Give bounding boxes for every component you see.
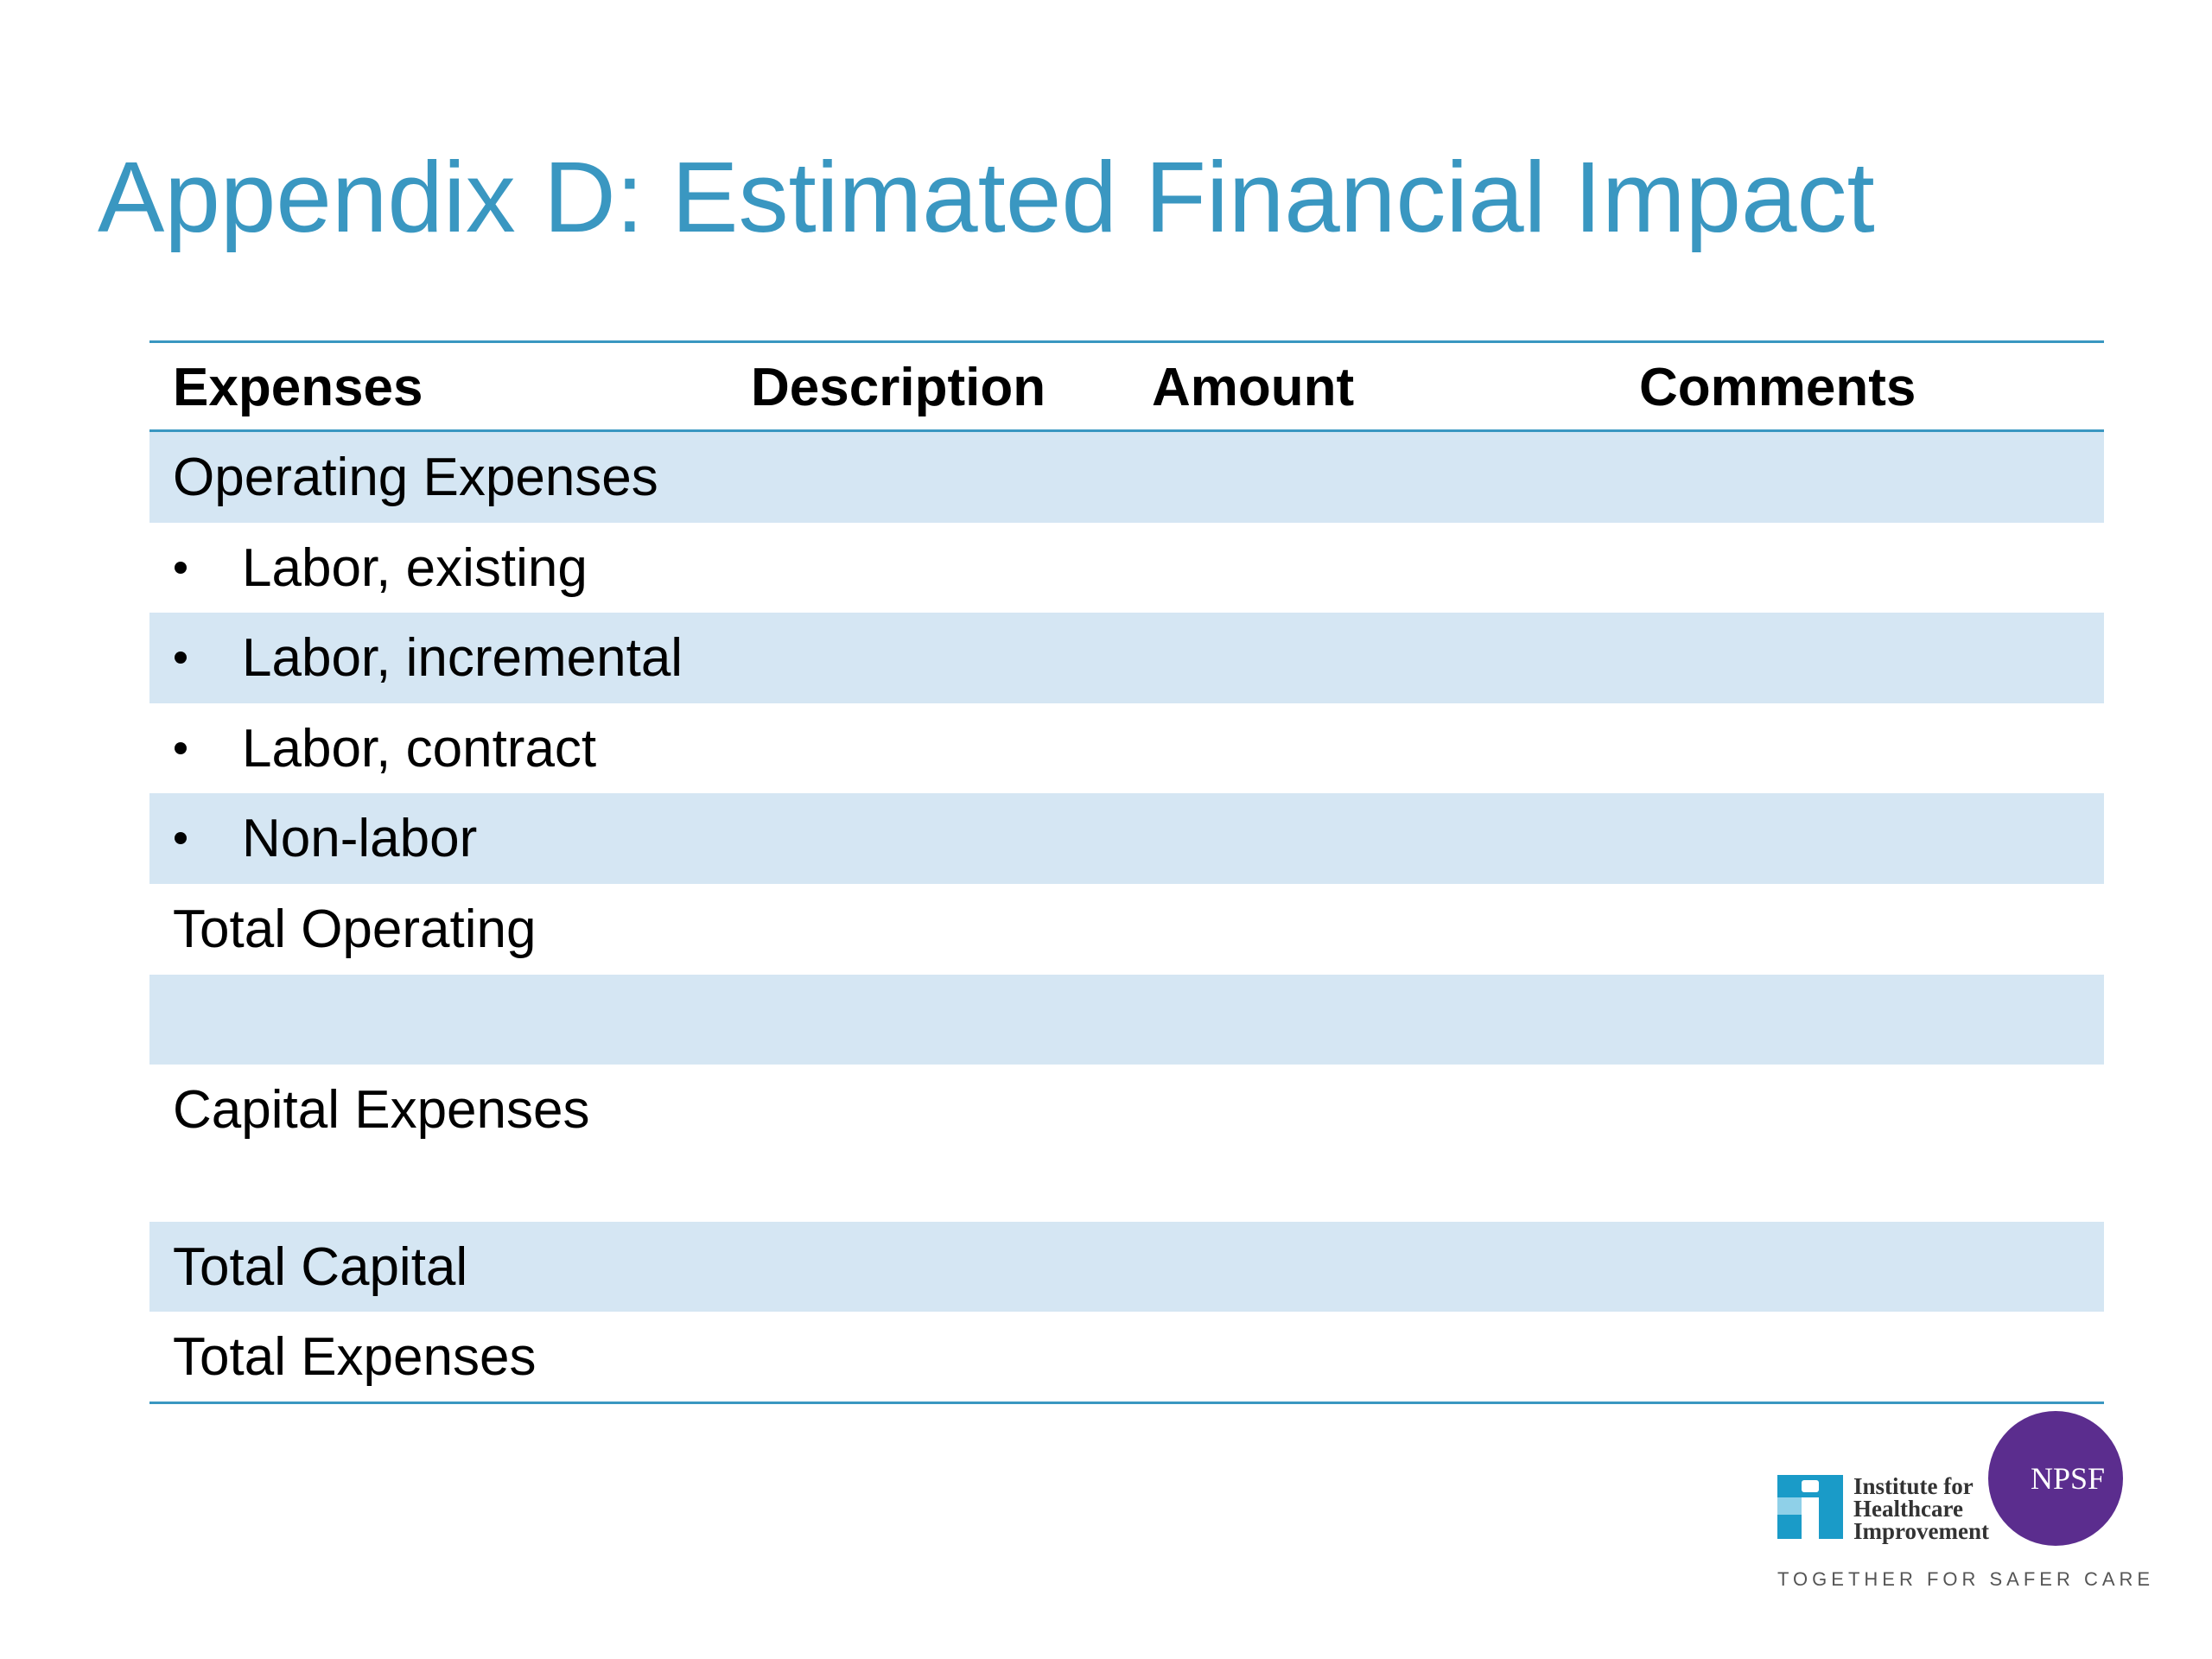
row-label: Total Capital <box>173 1237 468 1297</box>
ihi-icon-dot <box>1802 1480 1819 1492</box>
table-bottom-rule <box>149 1402 2104 1404</box>
column-header: Amount <box>1152 358 1355 417</box>
slide-title: Appendix D: Estimated Financial Impact <box>98 141 1875 253</box>
ihi-icon <box>1777 1475 1843 1539</box>
table-row <box>149 975 2104 1065</box>
table-row <box>149 613 2104 703</box>
header-rule <box>149 429 2104 432</box>
row-label: Capital Expenses <box>173 1080 590 1140</box>
ihi-icon-stem <box>1802 1497 1819 1539</box>
table-row <box>149 793 2104 884</box>
column-header: Comments <box>1639 358 1916 417</box>
table-row <box>149 1222 2104 1312</box>
row-label: Labor, contract <box>242 719 597 779</box>
ihi-name: Institute for <box>1853 1473 1974 1499</box>
row-label: Total Expenses <box>173 1327 537 1387</box>
row-label: Operating Expenses <box>173 448 658 507</box>
table-row <box>149 432 2104 523</box>
row-label: Non-labor <box>242 809 478 868</box>
row-label: Total Operating <box>173 899 537 959</box>
npsf-circle <box>1988 1411 2123 1546</box>
ihi-icon-bar <box>1777 1497 1802 1515</box>
bullet <box>175 832 187 844</box>
tagline: TOGETHER FOR SAFER CARE <box>1777 1568 2155 1590</box>
table-top-rule <box>149 340 2104 343</box>
bullet <box>175 562 187 574</box>
ihi-name: Healthcare <box>1853 1496 1963 1522</box>
row-label: Labor, existing <box>242 538 588 598</box>
column-header: Expenses <box>173 358 423 417</box>
row-label: Labor, incremental <box>242 628 683 688</box>
column-header: Description <box>751 358 1046 417</box>
ihi-name: Improvement <box>1853 1518 1989 1544</box>
npsf-name: NPSF <box>2031 1461 2106 1496</box>
bullet <box>175 652 187 664</box>
bullet <box>175 742 187 754</box>
